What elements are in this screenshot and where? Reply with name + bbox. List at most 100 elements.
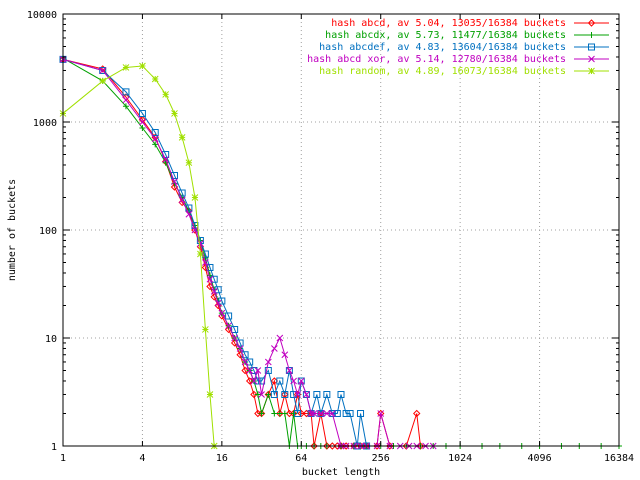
data-point [317, 410, 325, 417]
data-point [257, 409, 266, 418]
data-point [122, 64, 130, 71]
data-point [139, 124, 146, 131]
data-point [201, 250, 209, 258]
series-line [62, 57, 619, 447]
data-point [310, 410, 318, 417]
legend-marker [588, 32, 595, 38]
data-point [265, 391, 272, 398]
data-point [241, 358, 249, 366]
data-point [281, 390, 289, 398]
axis-ticks: 1 4 16 64 256 1024 4096 16384 1 10 100 1000 10000 [27, 10, 634, 464]
data-point [99, 67, 107, 74]
data-point [258, 391, 265, 398]
data-point [323, 410, 331, 417]
y-tick-label: 1 [51, 442, 57, 453]
data-point [191, 194, 199, 201]
data-point [264, 358, 272, 366]
data-point [281, 351, 289, 359]
data-point [185, 210, 193, 218]
data-point [162, 91, 170, 98]
data-point [250, 377, 258, 385]
data-point [328, 410, 336, 417]
data-point [178, 134, 186, 141]
data-point [151, 128, 159, 136]
legend-item: hash abcdx, av 5.73, 11477/16384 buckets [325, 30, 609, 41]
data-point [151, 135, 159, 143]
data-point [191, 226, 199, 234]
data-point [202, 259, 209, 266]
data-point [241, 351, 249, 359]
data-point [294, 409, 302, 417]
data-point [258, 377, 266, 385]
data-point [297, 377, 305, 385]
data-point [231, 334, 238, 342]
data-point [162, 151, 170, 159]
data-point [225, 312, 233, 320]
series-line [62, 58, 368, 447]
data-point [290, 410, 297, 417]
data-point [276, 377, 284, 385]
data-point [413, 409, 421, 418]
data-point [138, 109, 146, 117]
series-line [62, 58, 434, 447]
data-point [225, 322, 232, 330]
data-point [264, 390, 273, 399]
legend-item: hash abcdef, av 4.83, 13604/16384 bucket… [319, 42, 609, 53]
x-tick-label: 1 [60, 453, 66, 464]
data-point [328, 442, 337, 450]
legend: hash abcd, av 5.04, 13035/16384 bucketsh… [307, 18, 609, 77]
legend-marker [587, 19, 596, 27]
legend-marker [588, 43, 595, 51]
legend-item: hash random, av 4.89, 16073/16384 bucket… [319, 66, 609, 77]
data-point [313, 390, 321, 398]
legend-label: hash random, av 4.89, 16073/16384 bucket… [319, 66, 566, 77]
data-point [171, 110, 178, 117]
data-point [206, 391, 214, 398]
data-point [196, 236, 204, 244]
data-point [297, 409, 305, 418]
x-tick-label: 16 [216, 453, 228, 464]
data-point [170, 171, 178, 179]
data-point [346, 409, 354, 417]
data-point [373, 442, 381, 450]
data-point [122, 96, 130, 104]
data-point [323, 390, 331, 398]
data-point [206, 275, 214, 283]
y-axis-label: number of buckets [7, 179, 18, 281]
data-point [333, 409, 341, 417]
data-point [202, 326, 209, 333]
data-point [178, 196, 186, 204]
data-point [386, 442, 394, 450]
data-point [307, 410, 315, 417]
legend-label: hash abcdx, av 5.73, 11477/16384 buckets [325, 30, 566, 41]
y-tick-label: 10000 [27, 10, 57, 21]
data-point [197, 250, 204, 258]
data-point [254, 391, 261, 398]
data-point [224, 325, 233, 334]
legend-marker [588, 67, 595, 75]
data-point [218, 309, 226, 317]
data-point [276, 409, 284, 418]
data-point [99, 77, 107, 85]
data-point [337, 390, 345, 398]
data-point [245, 377, 254, 385]
data-point [185, 159, 193, 167]
legend-label: hash abcd, av 5.04, 13035/16384 buckets [331, 18, 566, 29]
data-point [281, 410, 288, 417]
y-tick-label: 1000 [33, 118, 57, 129]
data-point [286, 367, 293, 374]
data-point [152, 141, 159, 148]
data-point [303, 391, 310, 398]
data-point [236, 345, 244, 352]
data-point [202, 255, 209, 262]
data-point [307, 409, 315, 417]
series-layer [59, 55, 622, 450]
data-point [357, 409, 365, 417]
data-point [270, 390, 278, 398]
series-4 [59, 56, 437, 450]
legend-label: hash abcdef, av 4.83, 13604/16384 bucket… [319, 42, 566, 53]
series-1 [59, 55, 425, 450]
data-point [139, 118, 146, 126]
x-axis-label: bucket length [302, 467, 380, 478]
legend-item: hash abcd, av 5.04, 13035/16384 buckets [331, 18, 609, 29]
